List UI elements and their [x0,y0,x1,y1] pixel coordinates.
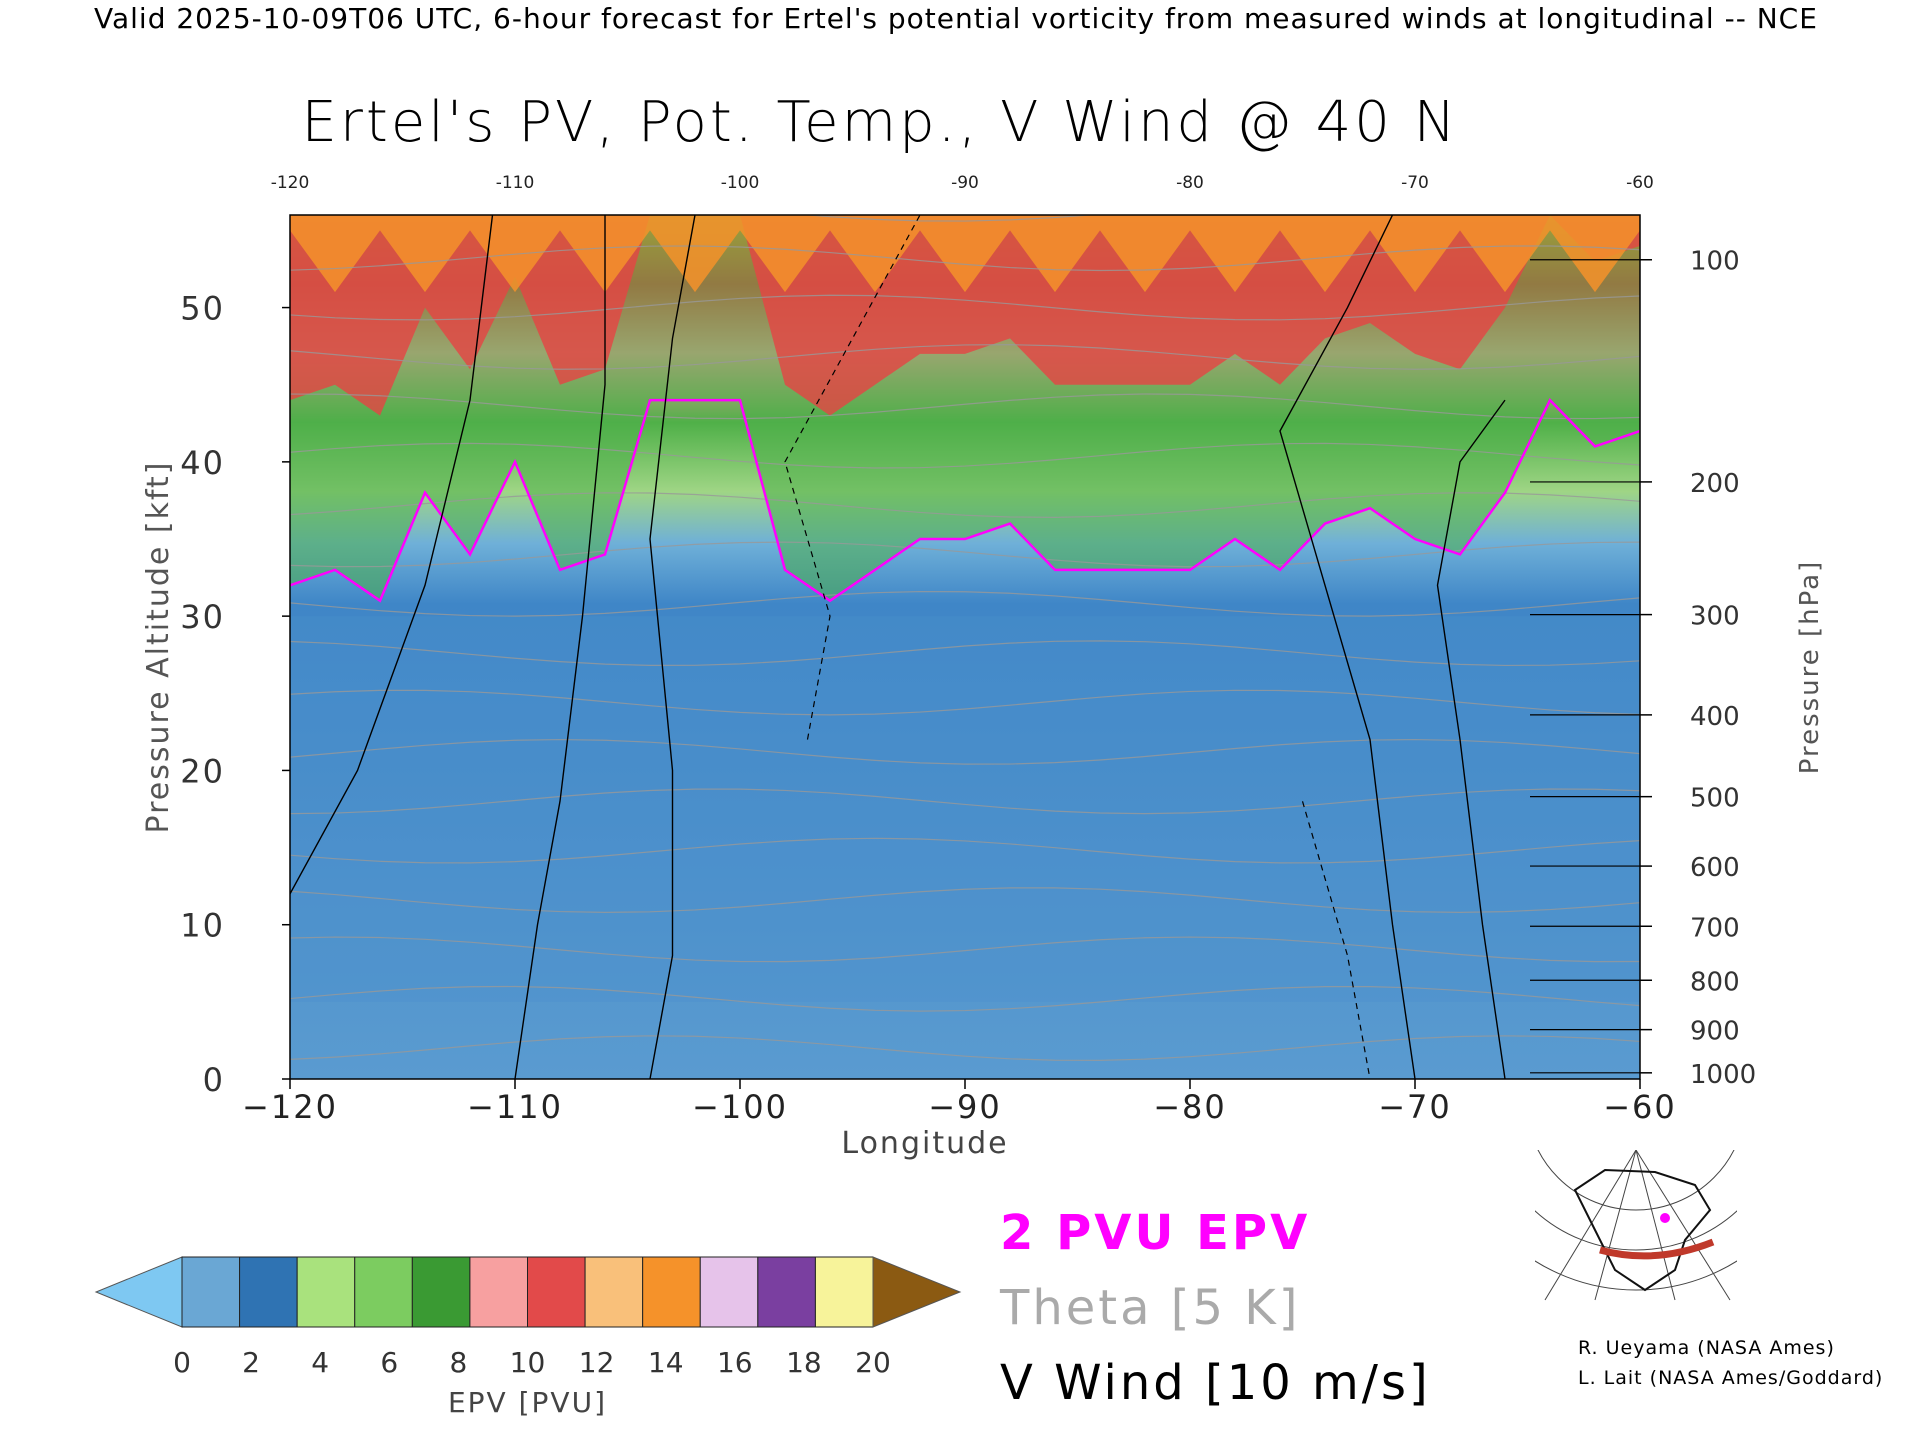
colorbar-segment [527,1256,586,1328]
very-high-pv-field [290,215,1640,293]
credit-line-2: L. Lait (NASA Ames/Goddard) [1578,1367,1884,1389]
colorbar-tick-label: 12 [579,1346,615,1379]
colorbar-label: EPV [PVU] [448,1386,607,1419]
pv-2pvu-contour [290,397,1640,603]
y-tick-label: 0 [203,1061,225,1099]
colorbar-segment [642,1256,701,1328]
x-tick-label: −100 [692,1088,788,1126]
colorbar-tick-label: 8 [449,1346,467,1379]
x-tick-label: −110 [467,1088,563,1126]
colorbar-tick-label: 0 [173,1346,191,1379]
y-tick-label: 40 [180,444,225,482]
theta-contour [290,985,1640,1012]
colorbar-tick-label: 10 [510,1346,546,1379]
vwind-negative-contour [1301,801,1371,1079]
colorbar-tick-label: 14 [648,1346,684,1379]
y-tick-label: 50 [180,290,225,328]
theta-contour [290,393,1640,420]
top-tick-label: -60 [1626,173,1654,193]
colorbar-segment [699,1256,759,1328]
legend-epv: 2 PVU EPV [1000,1205,1311,1261]
credit-line-1: R. Ueyama (NASA Ames) [1578,1337,1835,1359]
pressure-tick-label: 900 [1690,1017,1740,1047]
theta-contour [290,788,1640,815]
pressure-tick-label: 200 [1690,469,1740,499]
troposphere-shade [290,616,1640,1002]
pressure-tick-label: 300 [1690,602,1740,632]
theta-contour [290,590,1640,617]
colorbar-segment [757,1256,816,1328]
x-tick-label: −80 [1153,1088,1227,1126]
colorbar-segment [239,1256,298,1328]
theta-contour [290,640,1640,667]
y-axis-label: Pressure Altitude [kft] [141,461,176,834]
colorbar-segment [296,1256,356,1328]
pressure-tick-label: 800 [1690,967,1740,997]
theta-contour [290,936,1640,963]
pressure-axis-label: Pressure [hPa] [1795,560,1825,775]
vwind-contour [290,215,494,895]
pressure-tick-label: 500 [1690,784,1740,814]
theta-contour [800,215,1098,222]
colorbar-segment [814,1256,874,1328]
theta-contour [290,887,1640,913]
pressure-tick-label: 1000 [1690,1060,1756,1090]
x-tick-label: −70 [1378,1088,1452,1126]
y-tick-label: 20 [180,752,225,790]
locator-map [1535,1150,1737,1301]
vwind-contour [1436,399,1506,1079]
pressure-tick-label: 700 [1690,913,1740,943]
vwind-contour [514,215,606,1079]
colorbar-segment [584,1256,644,1328]
colorbar-tick-label: 20 [855,1346,891,1379]
colorbar-tick-label: 16 [717,1346,753,1379]
high-pv-field [290,215,1640,416]
pressure-tick-label: 600 [1690,853,1740,883]
legend-theta: Theta [5 K] [1000,1280,1301,1336]
theta-contour [290,837,1640,864]
colorbar-segment [354,1256,413,1328]
vwind-contour [1279,215,1416,1079]
vwind-contour [649,215,696,1079]
top-tick-label: -80 [1176,173,1204,193]
theta-contour [290,738,1640,765]
colorbar-segment [181,1256,241,1328]
theta-contour [290,442,1640,469]
theta-contour [290,1035,1640,1061]
chart-title: Ertel's PV, Pot. Temp., V Wind @ 40 N [301,90,1459,155]
x-axis-label: Longitude [841,1126,1008,1161]
colorbar-tick-label: 6 [380,1346,398,1379]
colorbar-overflow [872,1256,962,1328]
y-tick-label: 10 [180,907,225,945]
colorbar-tick-label: 4 [311,1346,329,1379]
top-tick-label: -70 [1401,173,1429,193]
top-tick-label: -90 [951,173,979,193]
colorbar-segment [469,1256,528,1328]
theta-contour [290,541,1640,568]
colorbar-underflow [94,1256,183,1328]
x-tick-label: −120 [242,1088,338,1126]
theta-contour [290,294,1640,321]
top-tick-label: -110 [496,173,535,193]
x-tick-label: −60 [1603,1088,1677,1126]
pressure-tick-label: 100 [1690,247,1740,277]
pressure-tick-label: 400 [1690,702,1740,732]
colorbar-segment [411,1256,471,1328]
colorbar-tick-label: 18 [786,1346,822,1379]
vwind-negative-contour [784,215,921,740]
x-tick-label: −90 [928,1088,1002,1126]
header-text: Valid 2025-10-09T06 UTC, 6-hour forecast… [94,2,1818,35]
theta-contour [290,245,1640,272]
top-tick-label: -100 [721,173,760,193]
colorbar-tick-label: 2 [242,1346,260,1379]
theta-contour [290,689,1640,716]
legend-vwind: V Wind [10 m/s] [1000,1355,1431,1411]
theta-contour [290,344,1640,370]
y-tick-label: 30 [180,598,225,636]
theta-contour [290,492,1640,518]
top-tick-label: -120 [271,173,310,193]
